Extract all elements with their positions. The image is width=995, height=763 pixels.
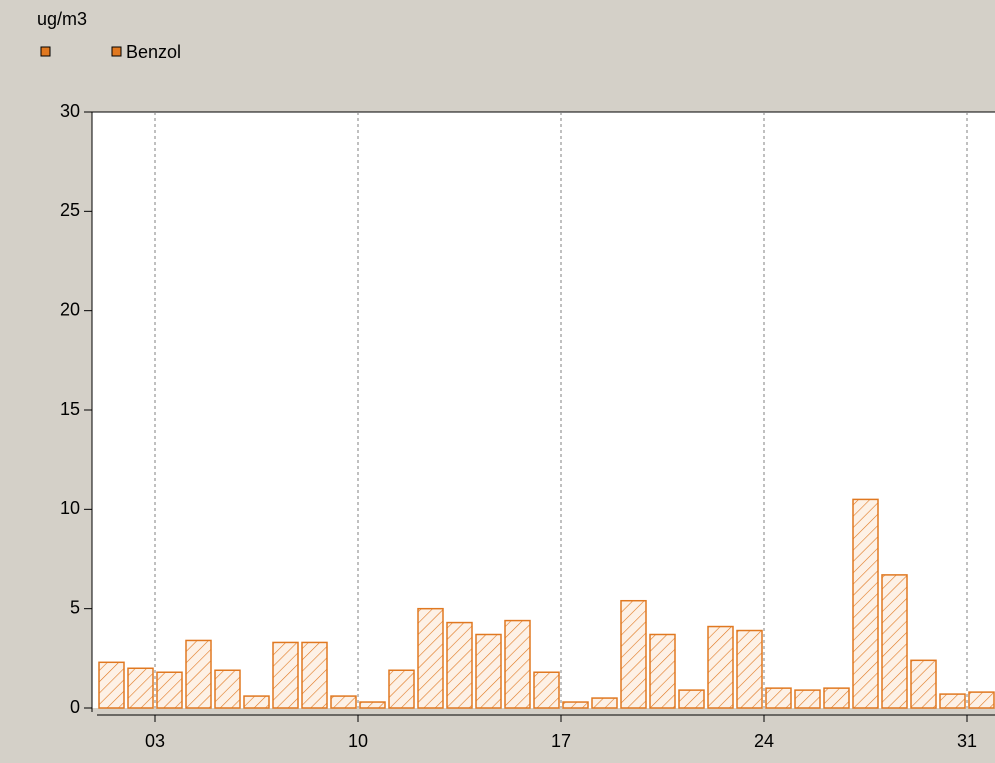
legend-label: Benzol (126, 42, 181, 62)
bar (591, 697, 618, 709)
plot-area (92, 112, 995, 708)
bar (939, 693, 966, 709)
y-tick-label: 15 (60, 399, 80, 419)
bar (446, 621, 473, 709)
bar (301, 641, 328, 709)
bar (475, 633, 502, 709)
legend-swatch (111, 46, 122, 57)
bar (678, 689, 705, 709)
y-tick-label: 0 (70, 697, 80, 717)
bar (765, 687, 792, 709)
bar (620, 599, 647, 709)
bar (968, 691, 995, 709)
bar (562, 701, 589, 709)
y-tick-label: 5 (70, 597, 80, 617)
bar (707, 625, 734, 709)
bar (388, 669, 415, 709)
bar (823, 687, 850, 709)
bar (736, 629, 763, 709)
bar (359, 701, 386, 709)
bar (127, 667, 154, 709)
y-axis-unit: ug/m3 (37, 9, 87, 29)
bar (156, 671, 183, 709)
bar (533, 671, 560, 709)
bar (243, 695, 270, 709)
bar (910, 659, 937, 709)
x-tick-label: 24 (754, 731, 774, 751)
bar (881, 574, 908, 709)
x-tick-label: 03 (145, 731, 165, 751)
x-tick-label: 10 (348, 731, 368, 751)
x-tick-label: 17 (551, 731, 571, 751)
bar (417, 607, 444, 709)
x-tick-label: 31 (957, 731, 977, 751)
y-tick-label: 30 (60, 101, 80, 121)
bar (649, 633, 676, 709)
bar (504, 619, 531, 709)
bar (214, 669, 241, 709)
bar (185, 639, 212, 709)
y-tick-label: 20 (60, 299, 80, 319)
bar (98, 661, 125, 709)
bar (330, 695, 357, 709)
legend-swatch (40, 46, 51, 57)
y-tick-label: 25 (60, 200, 80, 220)
y-tick-label: 10 (60, 498, 80, 518)
bar (272, 641, 299, 709)
bar (852, 498, 879, 709)
bar (794, 689, 821, 709)
